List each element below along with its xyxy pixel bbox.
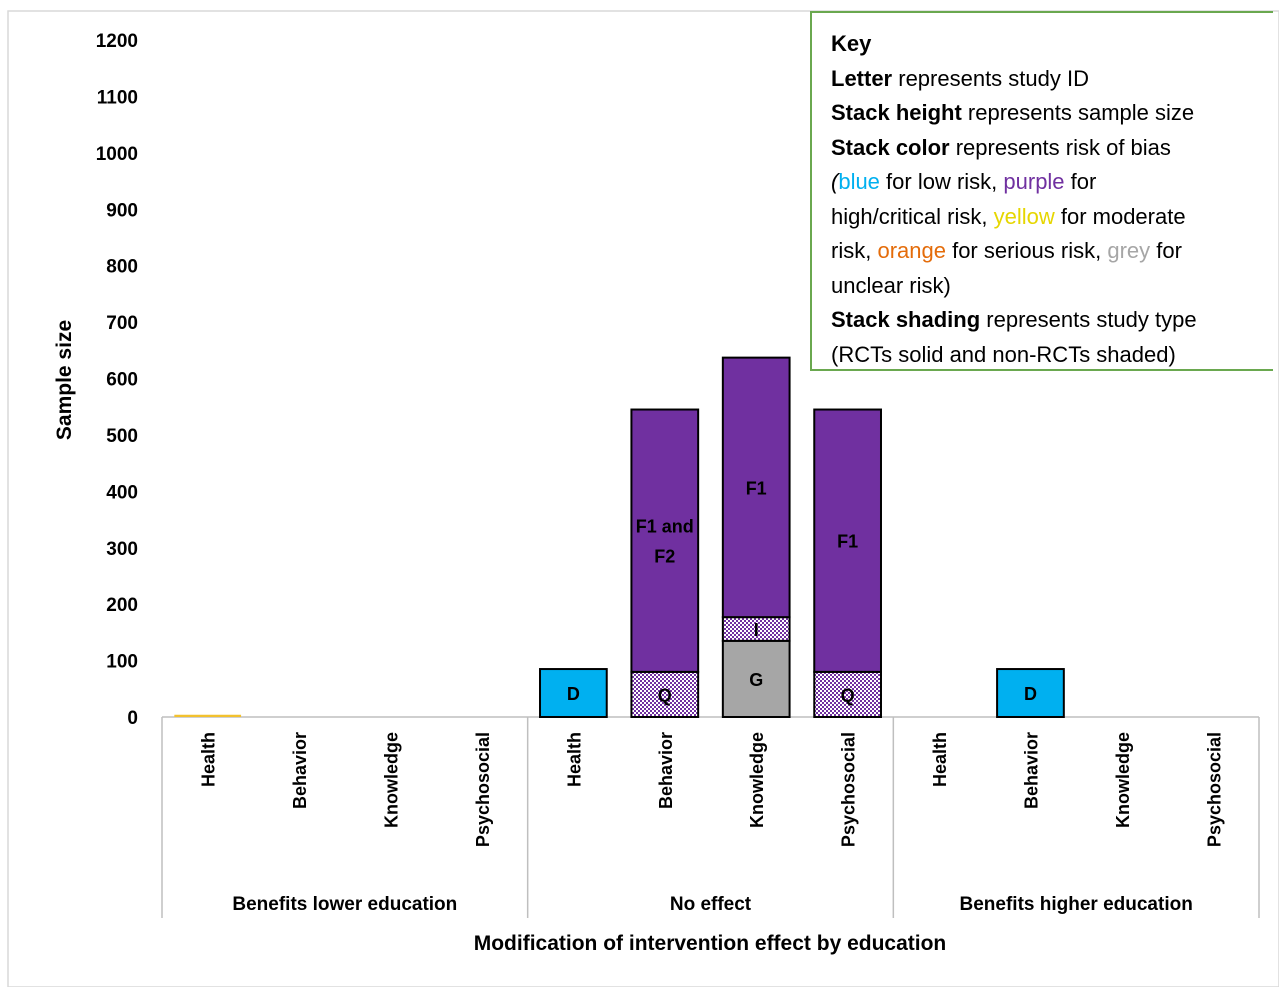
segment-label: F1 <box>746 478 767 498</box>
key-for-text: for <box>1064 169 1097 194</box>
x-tick-label: Psychosocial <box>1204 732 1224 847</box>
bar-segment <box>813 408 882 673</box>
x-tick-label: Health <box>930 732 950 787</box>
y-tick-label: 800 <box>106 257 138 278</box>
bar-segment <box>630 408 700 673</box>
x-tick-label: Behavior <box>1021 732 1041 809</box>
segment-label: D <box>567 684 580 704</box>
group-labels: Benefits lower education No effect Benefit… <box>232 894 1192 915</box>
key-orange: orange <box>877 238 946 263</box>
key-line8-text: represents study type <box>980 307 1197 332</box>
key-line1-bold: Letter <box>831 65 893 91</box>
segment-label: Q <box>658 685 672 705</box>
y-tick-label: 700 <box>106 313 138 334</box>
y-axis-ticks: 0 100 200 300 400 500 600 700 800 900 1000 1100 1200 <box>96 31 138 729</box>
group-label: Benefits higher education <box>960 894 1193 915</box>
group-label: No effect <box>670 894 752 915</box>
key-line8-bold: Stack shading <box>831 307 981 332</box>
y-tick-label: 0 <box>127 708 138 729</box>
key-line9: (RCTs solid and non-RCTs shaded) <box>831 341 1176 367</box>
key-high-text: high/critical risk, <box>831 203 994 229</box>
key-blue: blue <box>838 169 880 194</box>
key-open-paren: ( <box>831 169 839 194</box>
segment-label: G <box>749 670 763 690</box>
key-line2-text: represents sample size <box>961 100 1195 125</box>
x-tick-label: Behavior <box>290 732 310 809</box>
x-tick-label: Knowledge <box>382 732 402 828</box>
y-tick-label: 200 <box>106 595 138 616</box>
key-line3-text: represents risk of bias <box>949 134 1171 160</box>
group-label: Benefits lower education <box>232 894 457 915</box>
legend-key: Key Letter represents study ID Stack hei… <box>810 11 1273 371</box>
bars: D Q F1 and F2 G I F1 Q F1 D <box>174 356 1065 719</box>
x-tick-label: Psychosocial <box>839 732 859 847</box>
bar-segment <box>630 670 700 718</box>
x-tick-label: Psychosocial <box>473 732 493 847</box>
y-tick-label: 400 <box>106 482 138 503</box>
segment-label: D <box>1024 684 1037 704</box>
key-yellow: yellow <box>993 203 1055 229</box>
y-tick-label: 1100 <box>97 87 138 108</box>
x-tick-label: Health <box>564 732 584 787</box>
bar-segment <box>996 668 1065 719</box>
key-unclear-text: unclear risk) <box>831 272 951 298</box>
x-axis-frame <box>161 716 1260 918</box>
y-axis-title: Sample size <box>53 320 76 440</box>
key-line3-bold: Stack color <box>831 134 950 160</box>
bar-segment <box>721 356 791 619</box>
y-tick-label: 500 <box>106 426 138 447</box>
segment-label: F1 <box>837 532 858 552</box>
chart-border <box>7 10 1279 987</box>
category-labels: Health Behavior Knowledge Psychosocial Healt… <box>199 732 1225 847</box>
y-tick-label: 1200 <box>96 31 138 52</box>
segment-label: F1 and <box>636 517 694 537</box>
x-tick-label: Knowledge <box>1113 732 1133 828</box>
y-tick-label: 1000 <box>96 144 138 165</box>
segment-label: Q <box>841 685 855 705</box>
bar-segment <box>539 668 608 719</box>
key-low-text: for low risk, <box>879 169 1004 194</box>
x-tick-label: Knowledge <box>747 732 767 828</box>
x-tick-label: Behavior <box>656 732 676 809</box>
key-purple: purple <box>1003 169 1065 194</box>
y-tick-label: 100 <box>106 652 138 673</box>
key-serious-text: for serious risk, <box>945 238 1108 263</box>
y-tick-label: 600 <box>106 370 138 391</box>
key-for2-text: for <box>1150 238 1182 263</box>
key-risk-text: risk, <box>831 238 878 263</box>
segment-label: F2 <box>654 547 675 567</box>
bar-segment <box>813 670 882 718</box>
key-line2-bold: Stack height <box>831 100 962 125</box>
key-moderate-text: for moderate <box>1054 203 1186 229</box>
y-tick-label: 300 <box>106 539 138 560</box>
bar-segment <box>174 714 242 717</box>
key-title: Key <box>831 31 872 56</box>
key-grey: grey <box>1107 238 1151 263</box>
bar-segment <box>721 639 791 719</box>
segment-label: I <box>754 620 759 640</box>
key-line1-text: represents study ID <box>892 65 1089 91</box>
x-tick-label: Health <box>199 732 219 787</box>
x-axis-title: Modification of intervention effect by e… <box>474 932 947 955</box>
y-tick-label: 900 <box>106 200 138 221</box>
